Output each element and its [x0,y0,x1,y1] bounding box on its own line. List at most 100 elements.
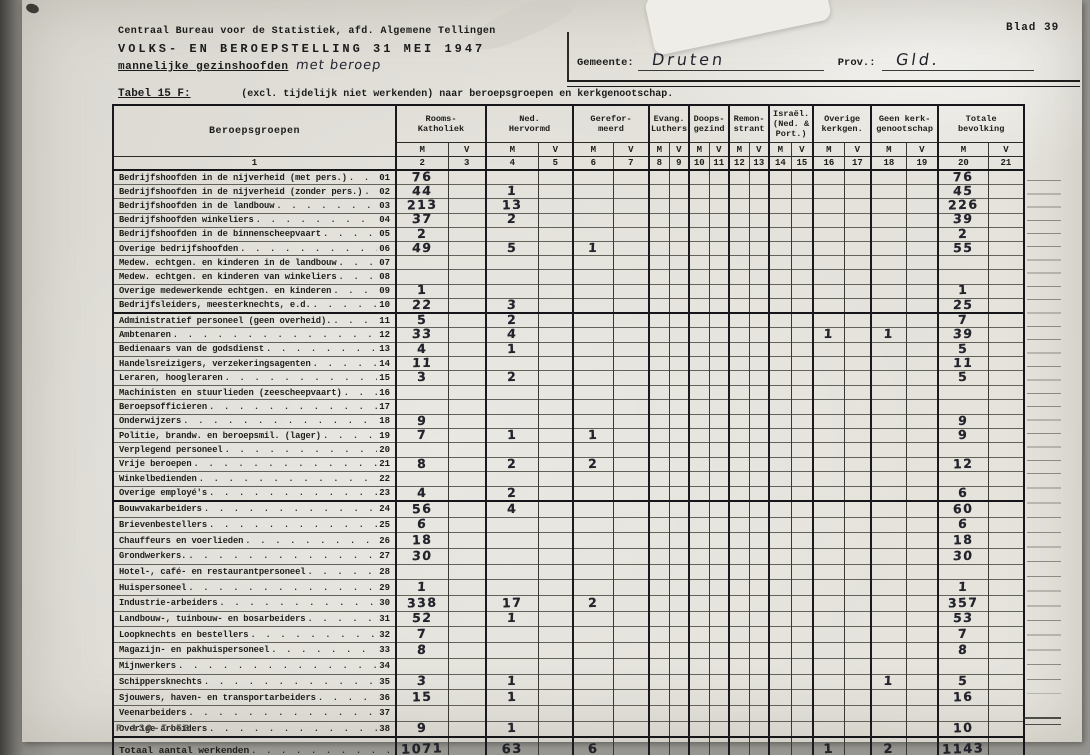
ruled-line-extension [1027,474,1061,694]
handwritten-value: 2 [506,211,518,227]
cell-col21 [987,689,1025,706]
row-number: 15 [379,373,390,384]
handwritten-value: 18 [411,531,433,548]
cell-col9 [668,532,690,549]
prov-label: Prov.: [837,57,876,69]
cell-col8 [648,516,670,533]
cell-col12 [728,269,750,284]
row-number: 38 [379,723,390,734]
cell-col21 [987,399,1025,415]
cell-col16 [812,240,845,256]
cell-col9 [668,485,690,501]
cell-col9 [668,240,690,256]
cell-col11 [708,720,730,738]
cell-col3 [447,427,487,443]
cell-col3 [447,198,487,214]
cell-col4: 1 [485,673,539,690]
cell-col3 [447,311,487,328]
row-number: 12 [379,329,390,340]
cell-col10 [688,384,710,400]
cell-col3 [447,255,487,270]
colnum: 3 [447,156,487,171]
cell-col7 [612,413,650,429]
cell-col13 [748,413,770,429]
mv-header: V [748,142,770,157]
cell-col6 [572,198,614,214]
cell-col11 [708,673,730,690]
cell-col21 [987,456,1025,472]
cell-col11 [708,226,730,242]
cell-col6 [572,689,614,706]
handwritten-value: 52 [411,610,433,626]
cell-col11 [708,456,730,472]
cell-col21 [987,471,1025,487]
cell-col16 [812,579,845,596]
cell-col4 [485,657,539,675]
cell-col4 [485,442,539,458]
cell-col7 [612,456,650,472]
cell-col5 [537,471,574,487]
cell-col19 [905,736,939,755]
handwritten-value: 5 [957,369,969,385]
row-label-cell: Magazijn- en pakhuispersoneel. . . . . .… [112,642,396,659]
cell-col3 [447,240,487,256]
cell-col6 [572,341,614,357]
cell-col20: 45 [937,183,989,199]
cell-col13 [748,485,770,501]
cell-col16 [812,370,845,386]
table-row: Grondwerkers.. . . . . . . . . . . . . .… [112,548,1025,565]
mv-header: M [648,142,670,157]
cell-col5 [537,442,574,458]
cell-col16 [812,516,845,533]
cell-col4: 2 [485,456,539,472]
cell-col18: 1 [870,326,907,343]
cell-col2 [395,399,448,415]
cell-col12 [728,642,750,659]
cell-col7 [612,610,650,627]
cell-col5 [537,548,574,565]
religion-header: Overige kerkgen. [812,105,872,143]
cell-col15 [790,341,814,357]
row-number: 01 [379,172,390,183]
dot-leader: . . . . . . . . . . . . . . . . . . . . … [193,459,378,470]
cell-col8 [648,427,670,443]
cell-col5 [537,341,574,357]
handwritten-value: 8 [957,641,969,657]
cell-col6: 1 [572,427,614,443]
cell-col18 [870,255,907,270]
cell-col5 [537,184,574,199]
cell-col13 [748,442,770,458]
cell-col13 [748,297,770,313]
cell-col20: 12 [937,455,989,472]
row-number: 22 [379,473,390,484]
row-label-text: Bedrijfshoofden winkeliers [119,215,254,226]
cell-col3 [447,689,487,706]
cell-col4 [485,226,539,242]
cell-col9 [668,689,690,706]
handwritten-value: 3 [416,673,428,689]
cell-col3 [447,595,487,612]
row-number: 04 [379,215,390,226]
cell-col7 [612,548,650,565]
cell-col18: 2 [870,736,907,755]
cell-col13 [748,212,770,228]
row-label-cell: Winkelbedienden. . . . . . . . . . . . .… [112,471,396,487]
cell-col7 [612,240,650,256]
cell-col4 [485,169,539,185]
row-label: Schippersknechts. . . . . . . . . . . . … [114,677,395,687]
cell-col14 [768,485,792,501]
cell-col17 [843,642,872,659]
cell-col4 [485,563,539,580]
cell-col4 [485,356,539,371]
religion-header: Evang. Luthers [648,105,690,143]
cell-col8 [648,184,670,199]
cell-col7 [612,184,650,199]
table-row: Overige medewerkende echtgen. en kindere… [112,282,1025,299]
dot-leader: . . . . . . . . . . . . . . . . . . . . … [240,243,377,254]
cell-col15 [790,642,814,659]
cell-col8 [648,704,670,722]
cell-col4: 5 [485,240,539,256]
cell-col5 [537,269,574,284]
cell-col20: 5 [937,673,989,690]
